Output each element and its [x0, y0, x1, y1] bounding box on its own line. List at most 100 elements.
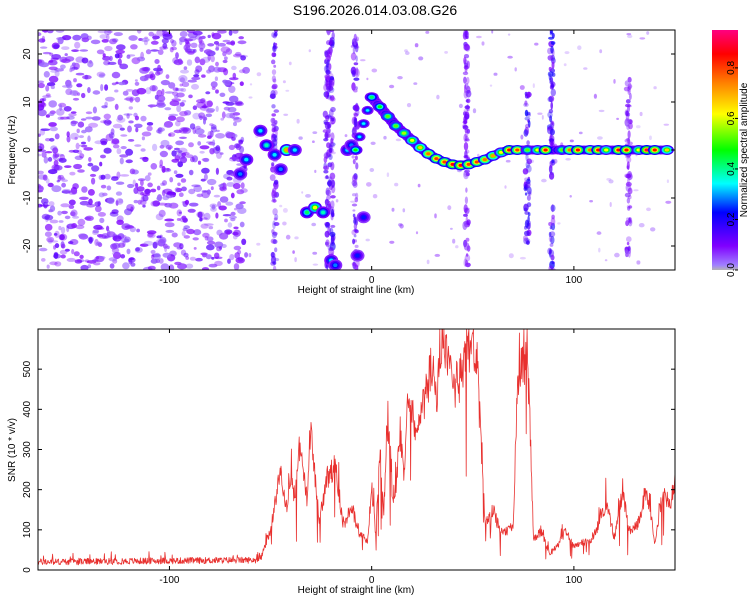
noise-speck	[541, 178, 547, 183]
y-tick-label: -20	[22, 238, 33, 253]
x-tick-label: 100	[566, 575, 583, 586]
noise-speck	[217, 201, 222, 208]
noise-speck	[175, 116, 185, 123]
noise-speck	[119, 63, 129, 70]
noise-speck	[60, 203, 70, 208]
trace-point	[599, 145, 614, 155]
streak-speck	[627, 130, 631, 139]
noise-speck	[159, 46, 169, 50]
noise-speck	[152, 200, 160, 207]
noise-speck	[77, 169, 85, 173]
streak-speck	[353, 127, 356, 134]
noise-speck	[198, 42, 206, 50]
colorbar-tick-label: 0.8	[726, 61, 737, 75]
noise-speck	[177, 263, 187, 270]
noise-speck	[155, 71, 161, 76]
noise-speck	[38, 109, 47, 117]
streak-speck	[550, 45, 554, 54]
noise-speck	[248, 253, 252, 258]
noise-speck	[154, 59, 160, 64]
streak-speck	[355, 55, 358, 62]
noise-speck	[215, 167, 219, 175]
noise-speck	[519, 85, 525, 90]
streak-speck	[271, 104, 276, 109]
noise-speck	[71, 62, 76, 67]
streak-speck	[463, 57, 467, 65]
streak-speck	[330, 95, 335, 101]
noise-speck	[214, 252, 220, 259]
spectrogram-y-ticks: -20 -10 0 10 20	[22, 48, 675, 253]
noise-speck	[57, 175, 62, 182]
noise-speck	[239, 201, 246, 205]
noise-speck	[150, 49, 159, 52]
noise-speck	[182, 227, 188, 232]
noise-speck	[173, 129, 182, 134]
trace-blob	[300, 206, 314, 219]
noise-speck	[72, 183, 79, 190]
noise-speck	[201, 167, 210, 174]
noise-speck	[146, 122, 154, 126]
noise-speck	[84, 74, 89, 80]
noise-speck	[136, 186, 145, 192]
noise-speck	[109, 38, 117, 45]
noise-speck	[627, 34, 633, 39]
noise-speck	[120, 254, 126, 259]
noise-speck	[61, 243, 66, 249]
noise-speck	[200, 217, 208, 220]
noise-speck	[177, 182, 181, 187]
noise-speck	[285, 89, 290, 92]
noise-speck	[458, 103, 463, 109]
noise-speck	[47, 182, 54, 188]
noise-speck	[206, 108, 216, 113]
noise-speck	[192, 237, 199, 241]
noise-speck	[81, 186, 88, 193]
streak-speck	[272, 134, 278, 139]
noise-speck	[87, 236, 94, 243]
streak-speck	[624, 249, 629, 258]
noise-speck	[144, 188, 152, 194]
streak-speck	[463, 258, 468, 267]
noise-speck	[593, 93, 598, 99]
noise-speck	[136, 228, 141, 233]
noise-speck	[190, 42, 198, 48]
streak-speck	[272, 32, 277, 39]
noise-speck	[74, 136, 78, 140]
noise-speck	[85, 116, 93, 120]
noise-speck	[344, 134, 348, 138]
noise-speck	[135, 247, 141, 252]
noise-speck	[193, 247, 197, 250]
noise-speck	[298, 136, 303, 140]
noise-speck	[389, 84, 395, 89]
noise-speck	[54, 230, 60, 238]
noise-speck	[190, 156, 195, 163]
noise-speck	[189, 36, 197, 41]
noise-speck	[532, 83, 535, 88]
streak-speck	[526, 158, 532, 165]
streak-speck	[525, 123, 531, 129]
noise-speck	[237, 207, 247, 214]
noise-speck	[173, 147, 181, 151]
noise-speck	[226, 182, 235, 187]
streak-speck	[549, 225, 553, 230]
noise-speck	[352, 209, 356, 212]
noise-speck	[426, 259, 430, 265]
noise-speck	[534, 42, 539, 46]
noise-speck	[41, 151, 47, 158]
noise-speck	[93, 262, 101, 266]
noise-speck	[134, 81, 140, 86]
noise-speck	[184, 110, 192, 116]
streak-speck	[523, 235, 528, 242]
noise-speck	[42, 174, 48, 181]
streak-speck	[330, 200, 335, 209]
noise-speck	[106, 120, 112, 125]
noise-speck	[118, 81, 126, 86]
noise-speck	[351, 155, 355, 159]
noise-speck	[557, 222, 561, 225]
noise-speck	[171, 40, 177, 47]
noise-speck	[111, 138, 120, 145]
trace-point	[510, 145, 525, 155]
streak-speck	[623, 86, 630, 92]
noise-speck	[172, 91, 179, 96]
noise-speck	[613, 79, 616, 84]
noise-speck	[80, 118, 87, 121]
